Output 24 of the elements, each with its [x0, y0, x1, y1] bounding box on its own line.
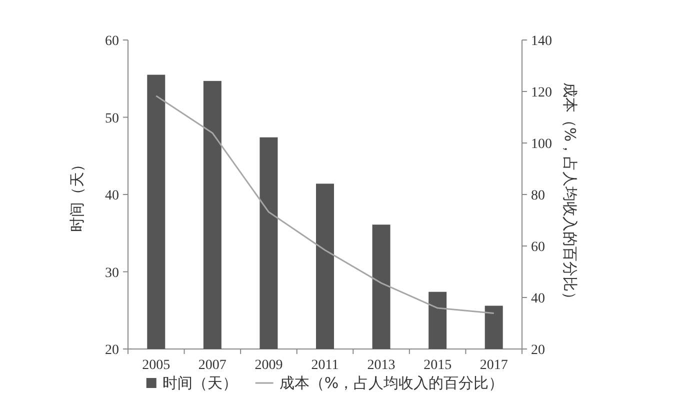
legend-label: 时间（天） [162, 374, 238, 392]
y-tick-label: 30 [105, 266, 119, 281]
x-tick-label: 2011 [311, 358, 339, 373]
y-tick-label: 50 [105, 111, 119, 126]
x-tick-label: 2007 [198, 358, 226, 373]
y-axis-title: 时间（天） [68, 157, 86, 232]
x-tick-label: 2017 [480, 358, 508, 373]
y2-axis-title: 成本（%，占人均收入的百分比） [561, 82, 579, 307]
y2-tick-label: 40 [531, 292, 545, 306]
y2-tick-label: 60 [531, 240, 545, 255]
legend-label: 成本（%，占人均收入的百分比） [279, 374, 504, 392]
y-tick-label: 20 [105, 343, 119, 358]
y-tick-label: 60 [105, 34, 119, 49]
y2-tick-label: 140 [531, 34, 552, 49]
x-tick-label: 2009 [254, 358, 283, 373]
y2-tick-label: 100 [531, 137, 552, 152]
y-tick-label: 40 [105, 188, 119, 204]
x-tick-label: 2013 [367, 358, 396, 373]
y2-tick-label: 120 [531, 86, 552, 100]
y2-tick-label: 20 [531, 343, 545, 358]
x-tick-label: 2015 [424, 358, 452, 373]
y2-tick-label: 80 [531, 188, 545, 204]
line-series [155, 95, 495, 314]
x-tick-label: 2005 [142, 358, 170, 373]
